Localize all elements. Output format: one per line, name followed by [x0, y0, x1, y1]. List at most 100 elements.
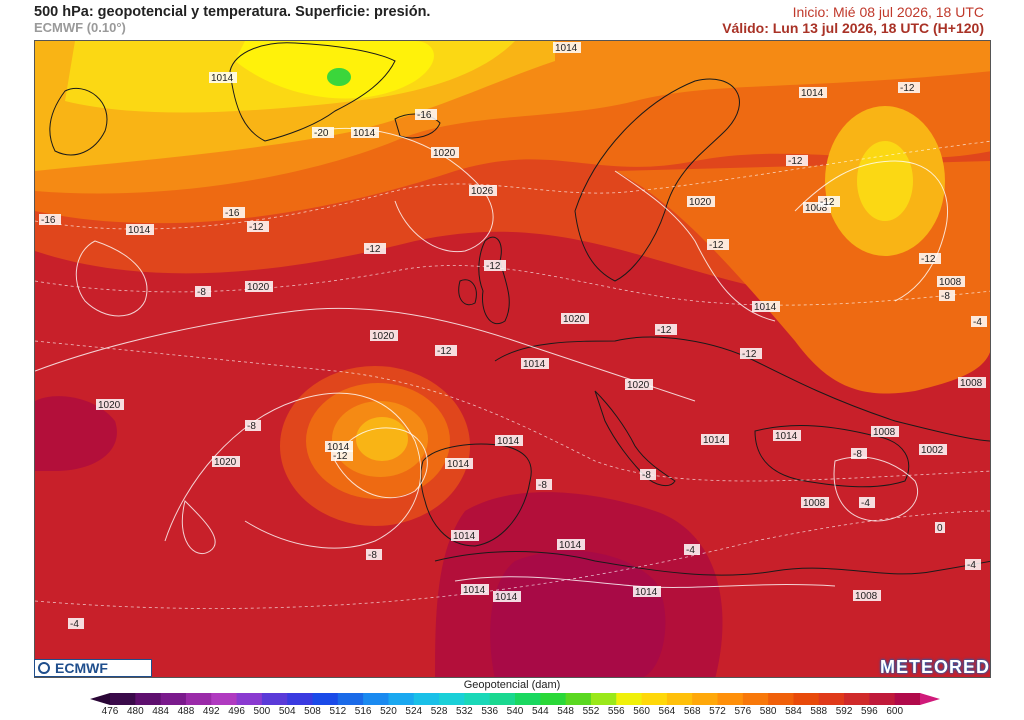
isobar-label: 1014	[635, 587, 658, 598]
isobar-label-bg	[701, 434, 729, 445]
colorbar-tick-label: 500	[253, 706, 271, 717]
colorbar-segment	[388, 693, 415, 705]
ecmwf-logo-icon	[38, 662, 50, 674]
temperature-label-bg	[415, 109, 437, 120]
isobar-1020-high	[164, 392, 422, 549]
temperature-label-bg	[684, 544, 700, 555]
colorbar-under-triangle	[90, 693, 110, 705]
isobar-label: 1008	[805, 203, 828, 214]
colorbar-segment	[211, 693, 238, 705]
colorbar-tick-label: 564	[658, 706, 676, 717]
italy-coast	[594, 390, 676, 487]
colorbar-segment	[439, 693, 465, 705]
isobar-1008-east	[794, 160, 949, 302]
isobar-label: 1014	[559, 540, 582, 551]
temperature-label: 0	[937, 523, 943, 534]
temperature-label-bg	[68, 618, 84, 629]
isobar-label: 1014	[775, 431, 798, 442]
temperature-label: -12	[900, 83, 915, 94]
colorbar-tick-label: 576	[734, 706, 752, 717]
isobar-label: 1014	[327, 442, 350, 453]
isobar-1002	[833, 456, 918, 522]
temperature-label: -16	[225, 208, 240, 219]
colorbar-segment	[793, 693, 820, 705]
colorbar-segment	[768, 693, 794, 705]
colorbar-tick-label: 512	[329, 706, 347, 717]
colorbar-segment	[590, 693, 617, 705]
isobar-label: 1014	[754, 302, 777, 313]
isobar-label: 1008	[873, 427, 896, 438]
colorbar-tick-label: 520	[380, 706, 397, 717]
colorbar-segment	[692, 693, 718, 705]
isobar-label: 1020	[627, 380, 650, 391]
isobar-label: 1014	[523, 359, 546, 370]
colorbar-segment	[312, 693, 339, 705]
temperature-label-bg	[898, 82, 920, 93]
isobar-label: 1014	[497, 436, 520, 447]
temperature-label-bg	[366, 549, 382, 560]
temperature-label: -4	[973, 317, 982, 328]
temperature-label: -16	[41, 215, 56, 226]
colorbar-segment	[717, 693, 744, 705]
colorbar-tick-label: 596	[861, 706, 878, 717]
colorbar-segment	[844, 693, 870, 705]
colorbar-tick-label: 580	[759, 706, 777, 717]
temperature-label: -4	[861, 498, 870, 509]
isobar-label-bg	[803, 202, 831, 213]
iberia-coast	[420, 443, 532, 547]
colorbar-segment	[869, 693, 896, 705]
temperature-label-bg	[939, 290, 955, 301]
iceland-coast	[394, 113, 441, 139]
temperature-label: -4	[967, 560, 976, 571]
isobar-label: 1014	[353, 128, 376, 139]
temperature-label-bg	[435, 345, 457, 356]
turkey-coast	[754, 425, 910, 488]
isobar-label: 1008	[855, 591, 878, 602]
temperature-label-bg	[195, 286, 211, 297]
temperature-label-bg	[859, 497, 875, 508]
temperature-label-bg	[786, 155, 808, 166]
isobar-label-bg	[633, 586, 661, 597]
ireland-coast	[458, 279, 477, 306]
isobar-label-bg	[431, 147, 459, 158]
isotherm-minus8	[35, 340, 990, 482]
temperature-label-bg	[640, 469, 656, 480]
temperature-label-bg	[312, 127, 334, 138]
colorbar-segment	[565, 693, 592, 705]
isobar-label: 1020	[689, 197, 712, 208]
weather-map[interactable]: 1014 1014 1014 1020 1026 1014 1020 1020 1014 1020…	[34, 40, 991, 678]
colorbar-segment	[641, 693, 668, 705]
isobar-1020-cell	[181, 500, 216, 554]
ecmwf-logo: ECMWF	[34, 659, 152, 677]
colorbar-segment	[110, 693, 136, 705]
isobar-label: 1014	[128, 225, 151, 236]
isobar-label-bg	[245, 281, 273, 292]
colorbar-segment	[616, 693, 643, 705]
isobar-label: 1020	[247, 282, 270, 293]
isobar-label-bg	[919, 444, 947, 455]
temperature-label: -8	[197, 287, 206, 298]
temperature-label: -8	[853, 449, 862, 460]
isobar-label-bg	[493, 591, 521, 602]
temperature-label-layer: -20 -16 -16 -16 -12 -12 -12 -12 -12 -12 -12 -12 -12 -…	[39, 82, 987, 630]
isobar-label-bg	[752, 301, 780, 312]
colorbar-tick-label: 524	[405, 706, 423, 717]
isobar-label: 1008	[960, 378, 983, 389]
temperature-label: -12	[742, 349, 757, 360]
temperature-label-bg	[935, 522, 945, 533]
isobar-label: 1020	[433, 148, 456, 159]
valid-time: Válido: Lun 13 jul 2026, 18 UTC (H+120)	[722, 20, 984, 36]
colorbar-segment	[337, 693, 364, 705]
colorbar-segment	[160, 693, 187, 705]
britain-coast	[478, 236, 510, 324]
canada-coast	[49, 87, 108, 156]
isobar-label-bg	[325, 441, 353, 452]
temperature-label-bg	[971, 316, 987, 327]
colorbar-segment	[135, 693, 162, 705]
colorbar-segment	[185, 693, 212, 705]
colorbar-tick-label: 540	[506, 706, 524, 717]
temperature-label-bg	[965, 559, 981, 570]
isobar-label: 1002	[921, 445, 944, 456]
temperature-label: -12	[249, 222, 264, 233]
isobar-label: 1014	[463, 585, 486, 596]
